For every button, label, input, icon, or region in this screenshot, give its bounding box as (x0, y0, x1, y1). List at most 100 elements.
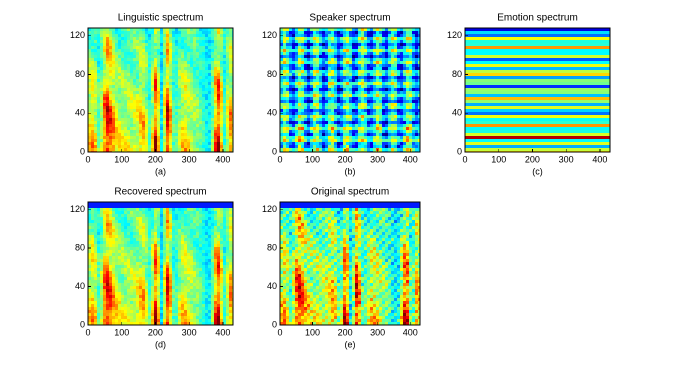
spectrum-cell (220, 79, 223, 82)
spectrum-cell (88, 28, 91, 31)
panel-caption: (a) (155, 166, 166, 176)
spectrum-cell (322, 70, 325, 73)
spectrum-cell (498, 85, 501, 88)
spectrum-cell (208, 79, 211, 82)
spectrum-cell (415, 94, 418, 97)
spectrum-cell (220, 133, 223, 136)
spectrum-cell (504, 145, 507, 148)
spectrum-cell (492, 70, 495, 73)
spectrum-cell (310, 79, 313, 82)
spectrum-cell (522, 127, 525, 130)
spectrum-cell (370, 112, 373, 115)
spectrum-cell (316, 31, 319, 34)
spectrum-cell (322, 118, 325, 121)
spectrum-cell (178, 103, 181, 106)
spectrum-cell (145, 118, 148, 121)
spectrum-cell (349, 139, 352, 142)
spectrum-cell (211, 67, 214, 70)
spectrum-cell (172, 100, 175, 103)
spectrum-cell (406, 97, 409, 100)
spectrum-cell (355, 40, 358, 43)
spectrum-cell (364, 142, 367, 145)
spectrum-cell (480, 133, 483, 136)
spectrum-cell (289, 118, 292, 121)
spectrum-cell (178, 40, 181, 43)
spectrum-cell (298, 88, 301, 91)
spectrum-cell (370, 139, 373, 142)
spectrum-cell (91, 58, 94, 61)
spectrum-cell (328, 34, 331, 37)
spectrum-cell (492, 94, 495, 97)
spectrum-cell (109, 100, 112, 103)
spectrum-cell (145, 37, 148, 40)
spectrum-cell (489, 37, 492, 40)
spectrum-cell (468, 82, 471, 85)
spectrum-cell (322, 133, 325, 136)
spectrum-cell (109, 58, 112, 61)
spectrum-cell (379, 61, 382, 64)
spectrum-cell (109, 82, 112, 85)
spectrum-cell (316, 61, 319, 64)
spectrum-cell (498, 130, 501, 133)
spectrum-cell (292, 70, 295, 73)
spectrum-cell (214, 124, 217, 127)
spectrum-cell (328, 100, 331, 103)
spectrum-cell (513, 115, 516, 118)
spectrum-cell (367, 127, 370, 130)
spectrum-cell (480, 139, 483, 142)
spectrum-cell (376, 127, 379, 130)
spectrum-cell (489, 64, 492, 67)
spectrum-cell (103, 49, 106, 52)
spectrum-cell (184, 136, 187, 139)
spectrum-cell (376, 88, 379, 91)
spectrum-cell (415, 148, 418, 151)
spectrum-cell (139, 55, 142, 58)
spectrum-cell (223, 67, 226, 70)
spectrum-cell (391, 85, 394, 88)
spectrum-cell (510, 55, 513, 58)
spectrum-cell (199, 142, 202, 145)
spectrum-cell (301, 106, 304, 109)
spectrum-cell (229, 136, 232, 139)
spectrum-cell (504, 124, 507, 127)
spectrum-cell (286, 130, 289, 133)
spectrum-cell (477, 28, 480, 31)
spectrum-cell (133, 115, 136, 118)
spectrum-cell (361, 85, 364, 88)
spectrum-cell (474, 106, 477, 109)
spectrum-cell (373, 139, 376, 142)
spectrum-cell (409, 52, 412, 55)
spectrum-cell (196, 100, 199, 103)
spectrum-cell (115, 46, 118, 49)
spectrum-cell (471, 118, 474, 121)
spectrum-cell (379, 76, 382, 79)
spectrum-cell (388, 73, 391, 76)
spectrum-cell (106, 112, 109, 115)
spectrum-cell (504, 130, 507, 133)
spectrum-cell (385, 82, 388, 85)
spectrum-cell (498, 31, 501, 34)
spectrum-cell (181, 112, 184, 115)
spectrum-cell (319, 124, 322, 127)
spectrum-cell (217, 112, 220, 115)
spectrum-cell (88, 43, 91, 46)
spectrum-cell (301, 28, 304, 31)
spectrum-cell (187, 130, 190, 133)
spectrum-cell (301, 97, 304, 100)
spectrum-cell (385, 112, 388, 115)
spectrum-cell (223, 64, 226, 67)
spectrum-cell (501, 79, 504, 82)
spectrum-cell (163, 55, 166, 58)
spectrum-cell (151, 127, 154, 130)
spectrum-cell (178, 109, 181, 112)
spectrum-cell (400, 46, 403, 49)
spectrum-cell (352, 76, 355, 79)
spectrum-cell (298, 76, 301, 79)
spectrum-cell (397, 70, 400, 73)
spectrum-cell (477, 97, 480, 100)
spectrum-cell (163, 82, 166, 85)
spectrum-cell (480, 70, 483, 73)
spectrum-cell (325, 64, 328, 67)
spectrum-cell (187, 58, 190, 61)
spectrum-cell (513, 31, 516, 34)
